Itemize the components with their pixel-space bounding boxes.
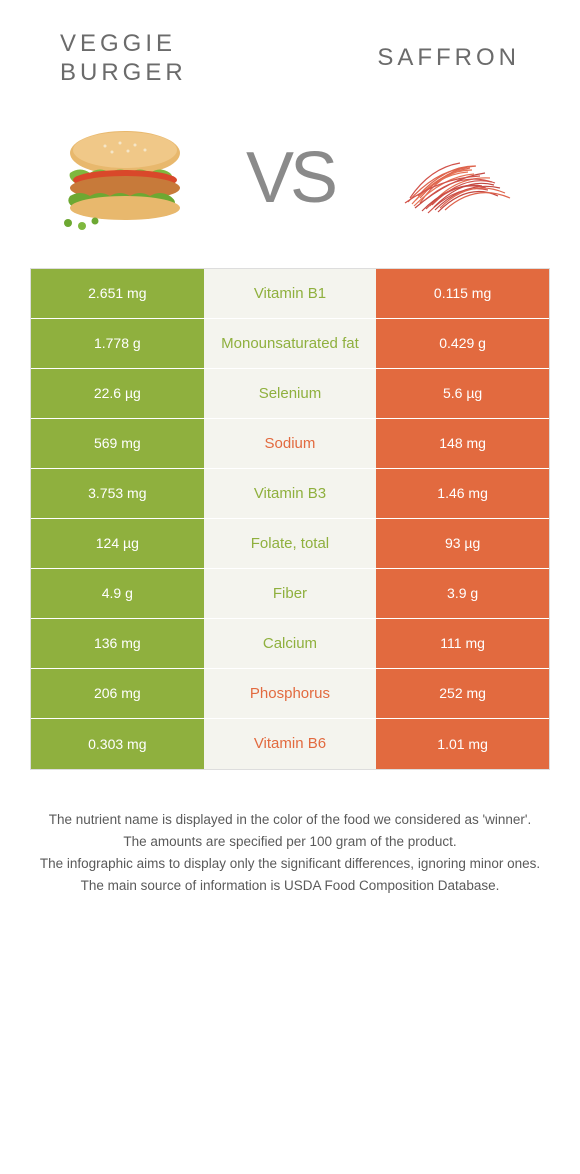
right-value: 1.01 mg: [376, 719, 549, 769]
nutrient-name: Monounsaturated fat: [204, 319, 377, 368]
images-row: VS: [0, 98, 580, 268]
footer-line4: The main source of information is USDA F…: [35, 876, 545, 896]
footer-notes: The nutrient name is displayed in the co…: [0, 770, 580, 897]
right-value: 1.46 mg: [376, 469, 549, 518]
left-title-line1: Veggie: [60, 30, 176, 57]
left-food-title: Veggie burger: [60, 30, 290, 88]
nutrient-name: Fiber: [204, 569, 377, 618]
left-title-line2: burger: [60, 59, 187, 86]
left-value: 4.9 g: [31, 569, 204, 618]
table-row: 124 µgFolate, total93 µg: [31, 519, 549, 569]
right-value: 0.115 mg: [376, 269, 549, 318]
vs-label: VS: [246, 137, 334, 219]
right-value: 0.429 g: [376, 319, 549, 368]
left-value: 206 mg: [31, 669, 204, 718]
saffron-image: [370, 118, 540, 238]
table-row: 0.303 mgVitamin B61.01 mg: [31, 719, 549, 769]
left-value: 136 mg: [31, 619, 204, 668]
nutrient-name: Calcium: [204, 619, 377, 668]
right-value: 111 mg: [376, 619, 549, 668]
footer-line3: The infographic aims to display only the…: [35, 854, 545, 874]
left-value: 3.753 mg: [31, 469, 204, 518]
left-value: 569 mg: [31, 419, 204, 468]
left-value: 2.651 mg: [31, 269, 204, 318]
nutrient-name: Selenium: [204, 369, 377, 418]
right-food-title: Saffron: [290, 44, 520, 73]
left-value: 0.303 mg: [31, 719, 204, 769]
left-value: 22.6 µg: [31, 369, 204, 418]
nutrient-name: Vitamin B1: [204, 269, 377, 318]
footer-line2: The amounts are specified per 100 gram o…: [35, 832, 545, 852]
table-row: 4.9 gFiber3.9 g: [31, 569, 549, 619]
comparison-table: 2.651 mgVitamin B10.115 mg1.778 gMonouns…: [30, 268, 550, 770]
table-row: 569 mgSodium148 mg: [31, 419, 549, 469]
right-value: 5.6 µg: [376, 369, 549, 418]
veggie-burger-image: [40, 118, 210, 238]
header: Veggie burger Saffron: [0, 0, 580, 98]
table-row: 3.753 mgVitamin B31.46 mg: [31, 469, 549, 519]
left-value: 124 µg: [31, 519, 204, 568]
table-row: 206 mgPhosphorus252 mg: [31, 669, 549, 719]
nutrient-name: Vitamin B6: [204, 719, 377, 769]
nutrient-name: Folate, total: [204, 519, 377, 568]
table-row: 136 mgCalcium111 mg: [31, 619, 549, 669]
right-value: 148 mg: [376, 419, 549, 468]
right-value: 93 µg: [376, 519, 549, 568]
right-value: 252 mg: [376, 669, 549, 718]
table-row: 2.651 mgVitamin B10.115 mg: [31, 269, 549, 319]
nutrient-name: Sodium: [204, 419, 377, 468]
nutrient-name: Phosphorus: [204, 669, 377, 718]
table-row: 22.6 µgSelenium5.6 µg: [31, 369, 549, 419]
footer-line1: The nutrient name is displayed in the co…: [35, 810, 545, 830]
table-row: 1.778 gMonounsaturated fat0.429 g: [31, 319, 549, 369]
right-value: 3.9 g: [376, 569, 549, 618]
nutrient-name: Vitamin B3: [204, 469, 377, 518]
left-value: 1.778 g: [31, 319, 204, 368]
